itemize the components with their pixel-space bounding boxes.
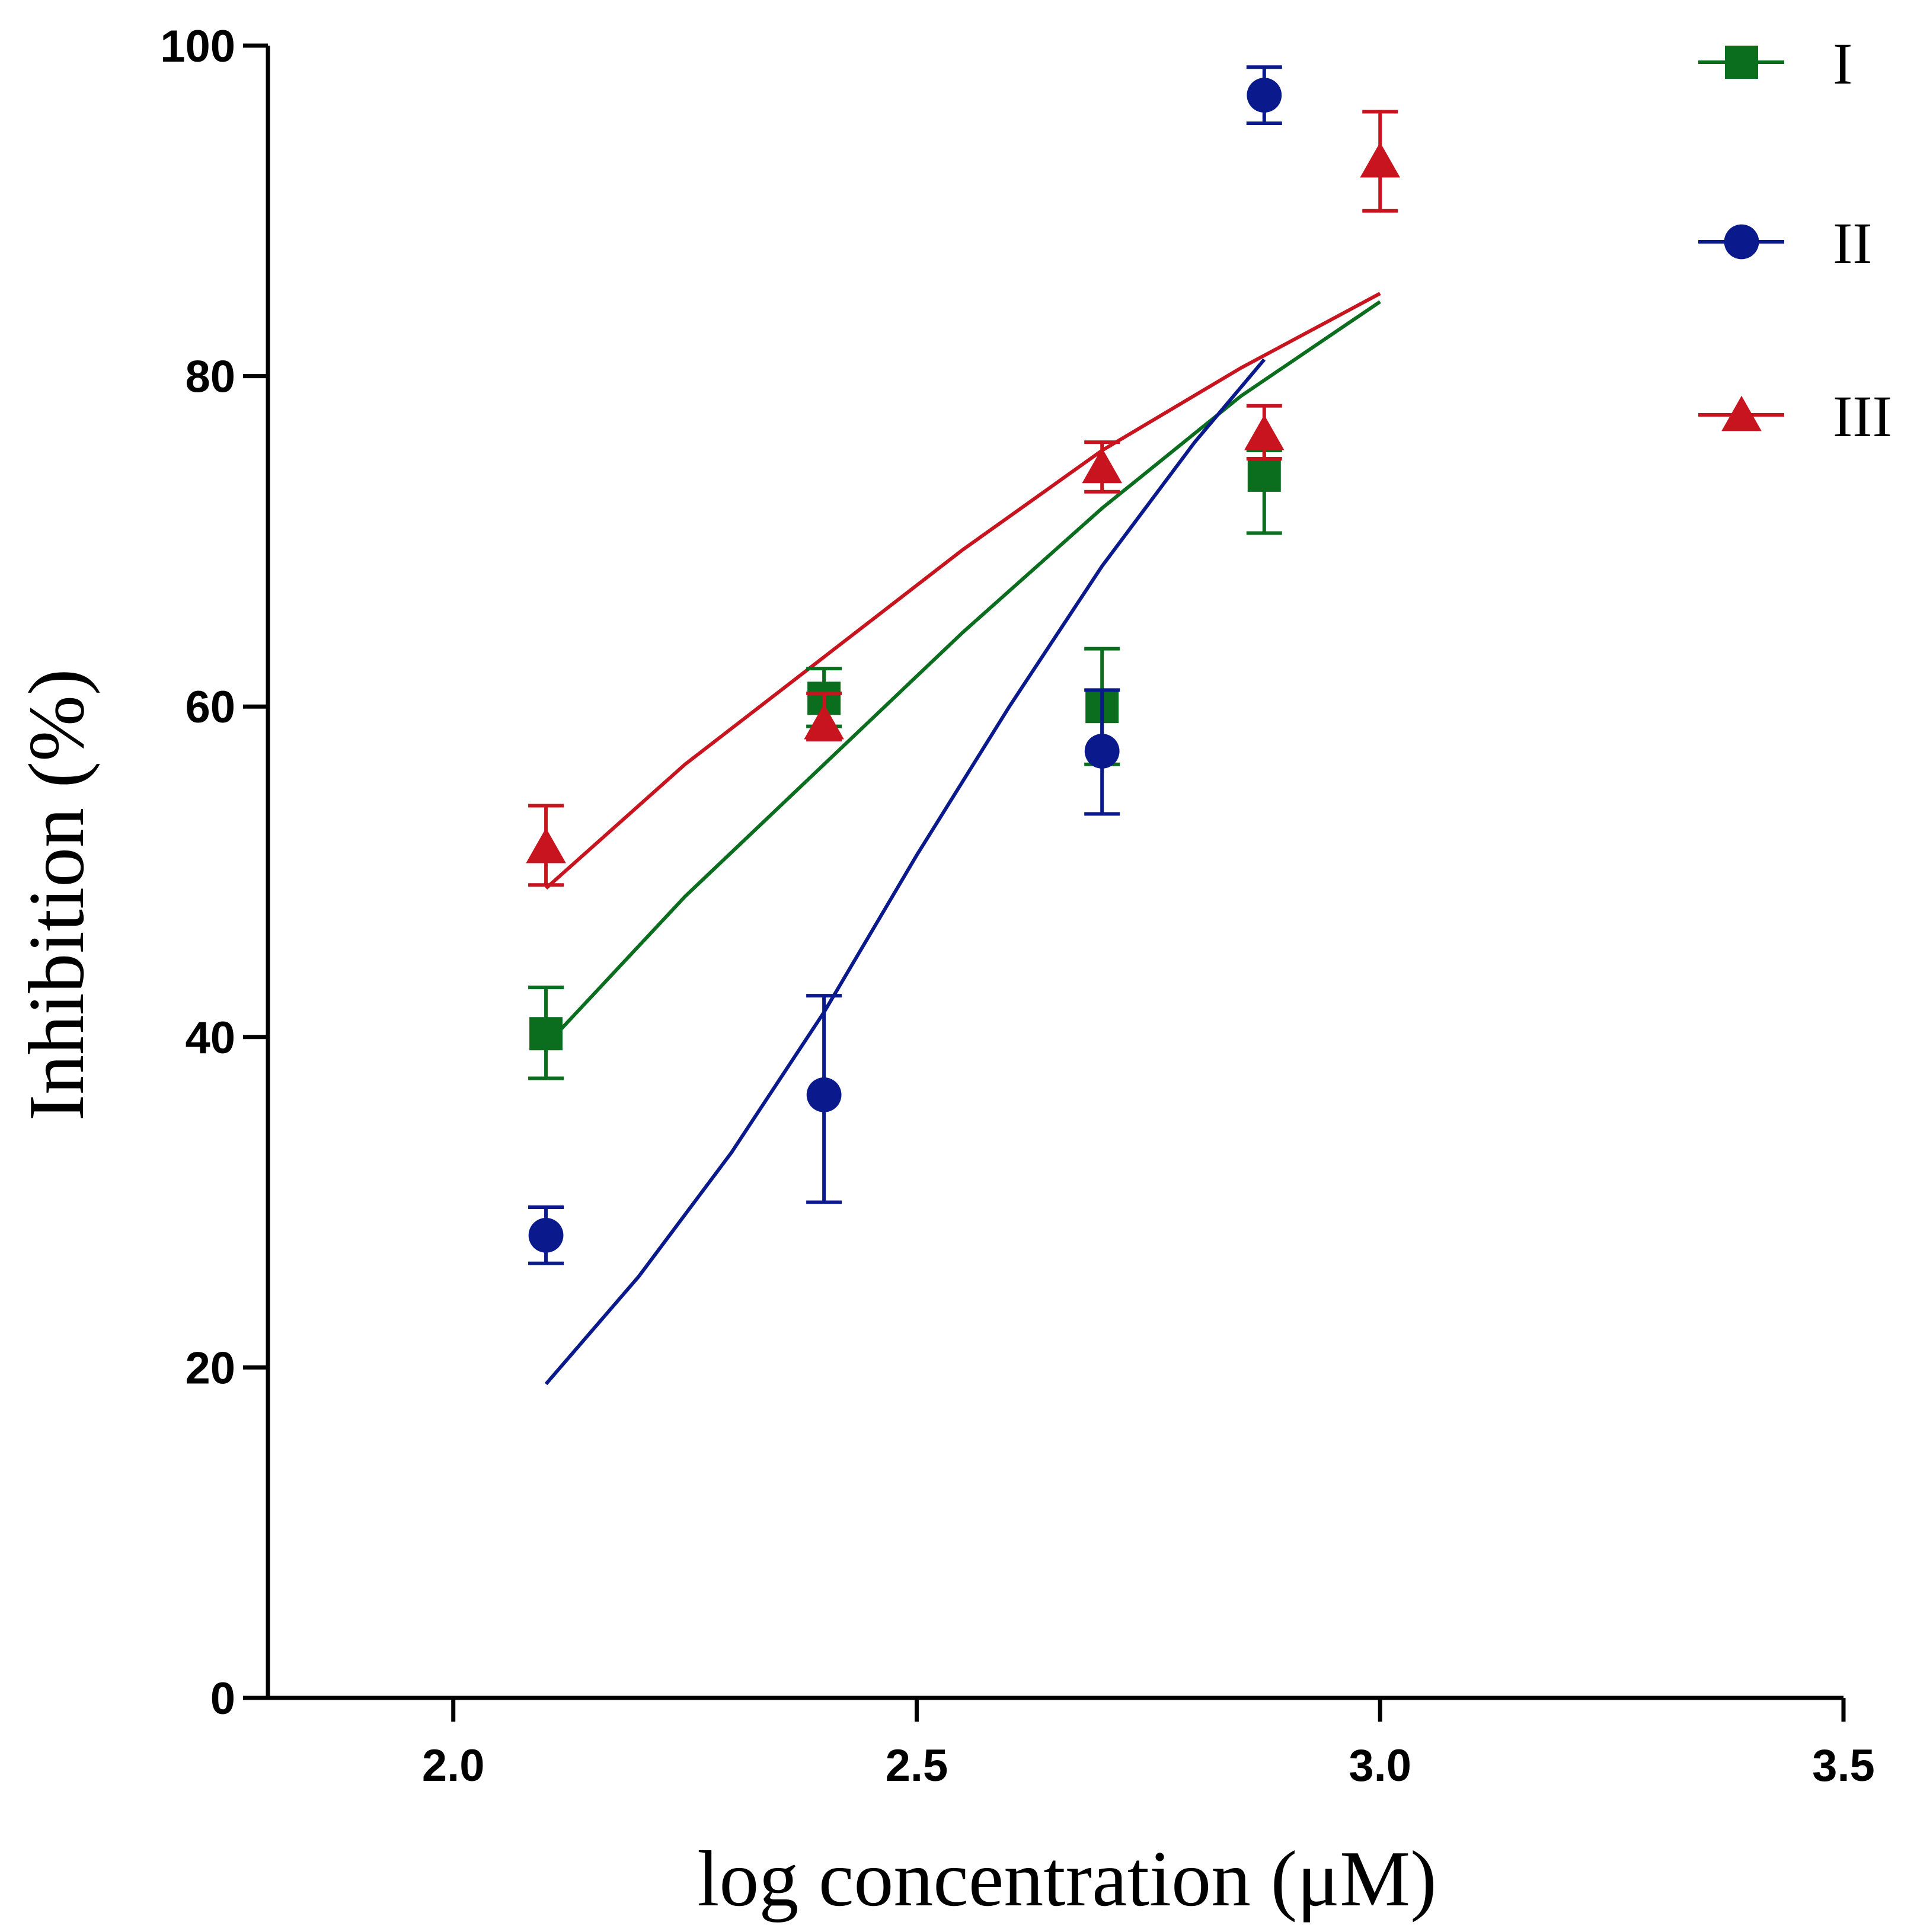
marker-triangle	[1082, 447, 1122, 484]
data-point-I	[1246, 449, 1282, 535]
marker-triangle	[804, 703, 844, 740]
fit-curve-II	[544, 358, 1266, 1386]
fit-curve-I	[544, 300, 1381, 1047]
data-point-III	[1244, 404, 1285, 460]
data-point-III	[526, 804, 566, 887]
legend-marker	[1725, 46, 1758, 79]
data-point-II	[1246, 65, 1282, 126]
marker-triangle	[1244, 414, 1285, 450]
y-axis-title: Inhibition (%)	[12, 669, 100, 1121]
y-tick-label: 20	[185, 1343, 235, 1393]
legend-entry-I: I	[1698, 31, 1852, 97]
marker-triangle	[526, 827, 566, 863]
data-point-III	[804, 691, 844, 741]
y-tick-label: 40	[185, 1013, 235, 1063]
x-axis-title: log concentration (μM)	[697, 1835, 1437, 1923]
marker-circle	[806, 1077, 842, 1112]
legend-label: II	[1833, 210, 1873, 276]
data-point-I	[528, 986, 564, 1080]
marker-circle	[528, 1217, 564, 1253]
x-tick-label: 3.5	[1812, 1741, 1875, 1791]
data-point-II	[806, 994, 842, 1204]
marker-square	[1247, 458, 1281, 492]
y-tick-label: 60	[185, 682, 235, 733]
data-point-II	[1084, 688, 1120, 816]
y-tick-label: 0	[210, 1674, 235, 1724]
marker-triangle	[1360, 142, 1401, 178]
marker-circle	[1084, 734, 1120, 769]
legend-marker	[1721, 395, 1762, 431]
fit-curves	[544, 292, 1381, 1386]
x-tick-label: 2.0	[422, 1741, 485, 1791]
y-tick-label: 100	[160, 21, 235, 72]
legend-entry-III: III	[1698, 383, 1892, 449]
data-point-III	[1360, 110, 1401, 213]
marker-circle	[1247, 78, 1282, 113]
x-tick-label: 2.5	[886, 1741, 948, 1791]
data-point-III	[1082, 440, 1122, 494]
marker-square	[529, 1017, 563, 1051]
legend-label: III	[1833, 383, 1892, 449]
legend-marker	[1724, 224, 1759, 260]
fit-curve-III	[545, 292, 1381, 890]
x-tick-label: 3.0	[1349, 1741, 1411, 1791]
data-points	[526, 65, 1401, 1265]
legend-entry-II: II	[1698, 210, 1873, 276]
data-point-II	[528, 1205, 564, 1265]
axes: 0 20 40 60 80 100 2.0 2.5 3.0 3.5	[160, 21, 1875, 1791]
y-tick-label: 80	[185, 352, 235, 402]
legend-label: I	[1833, 31, 1852, 97]
